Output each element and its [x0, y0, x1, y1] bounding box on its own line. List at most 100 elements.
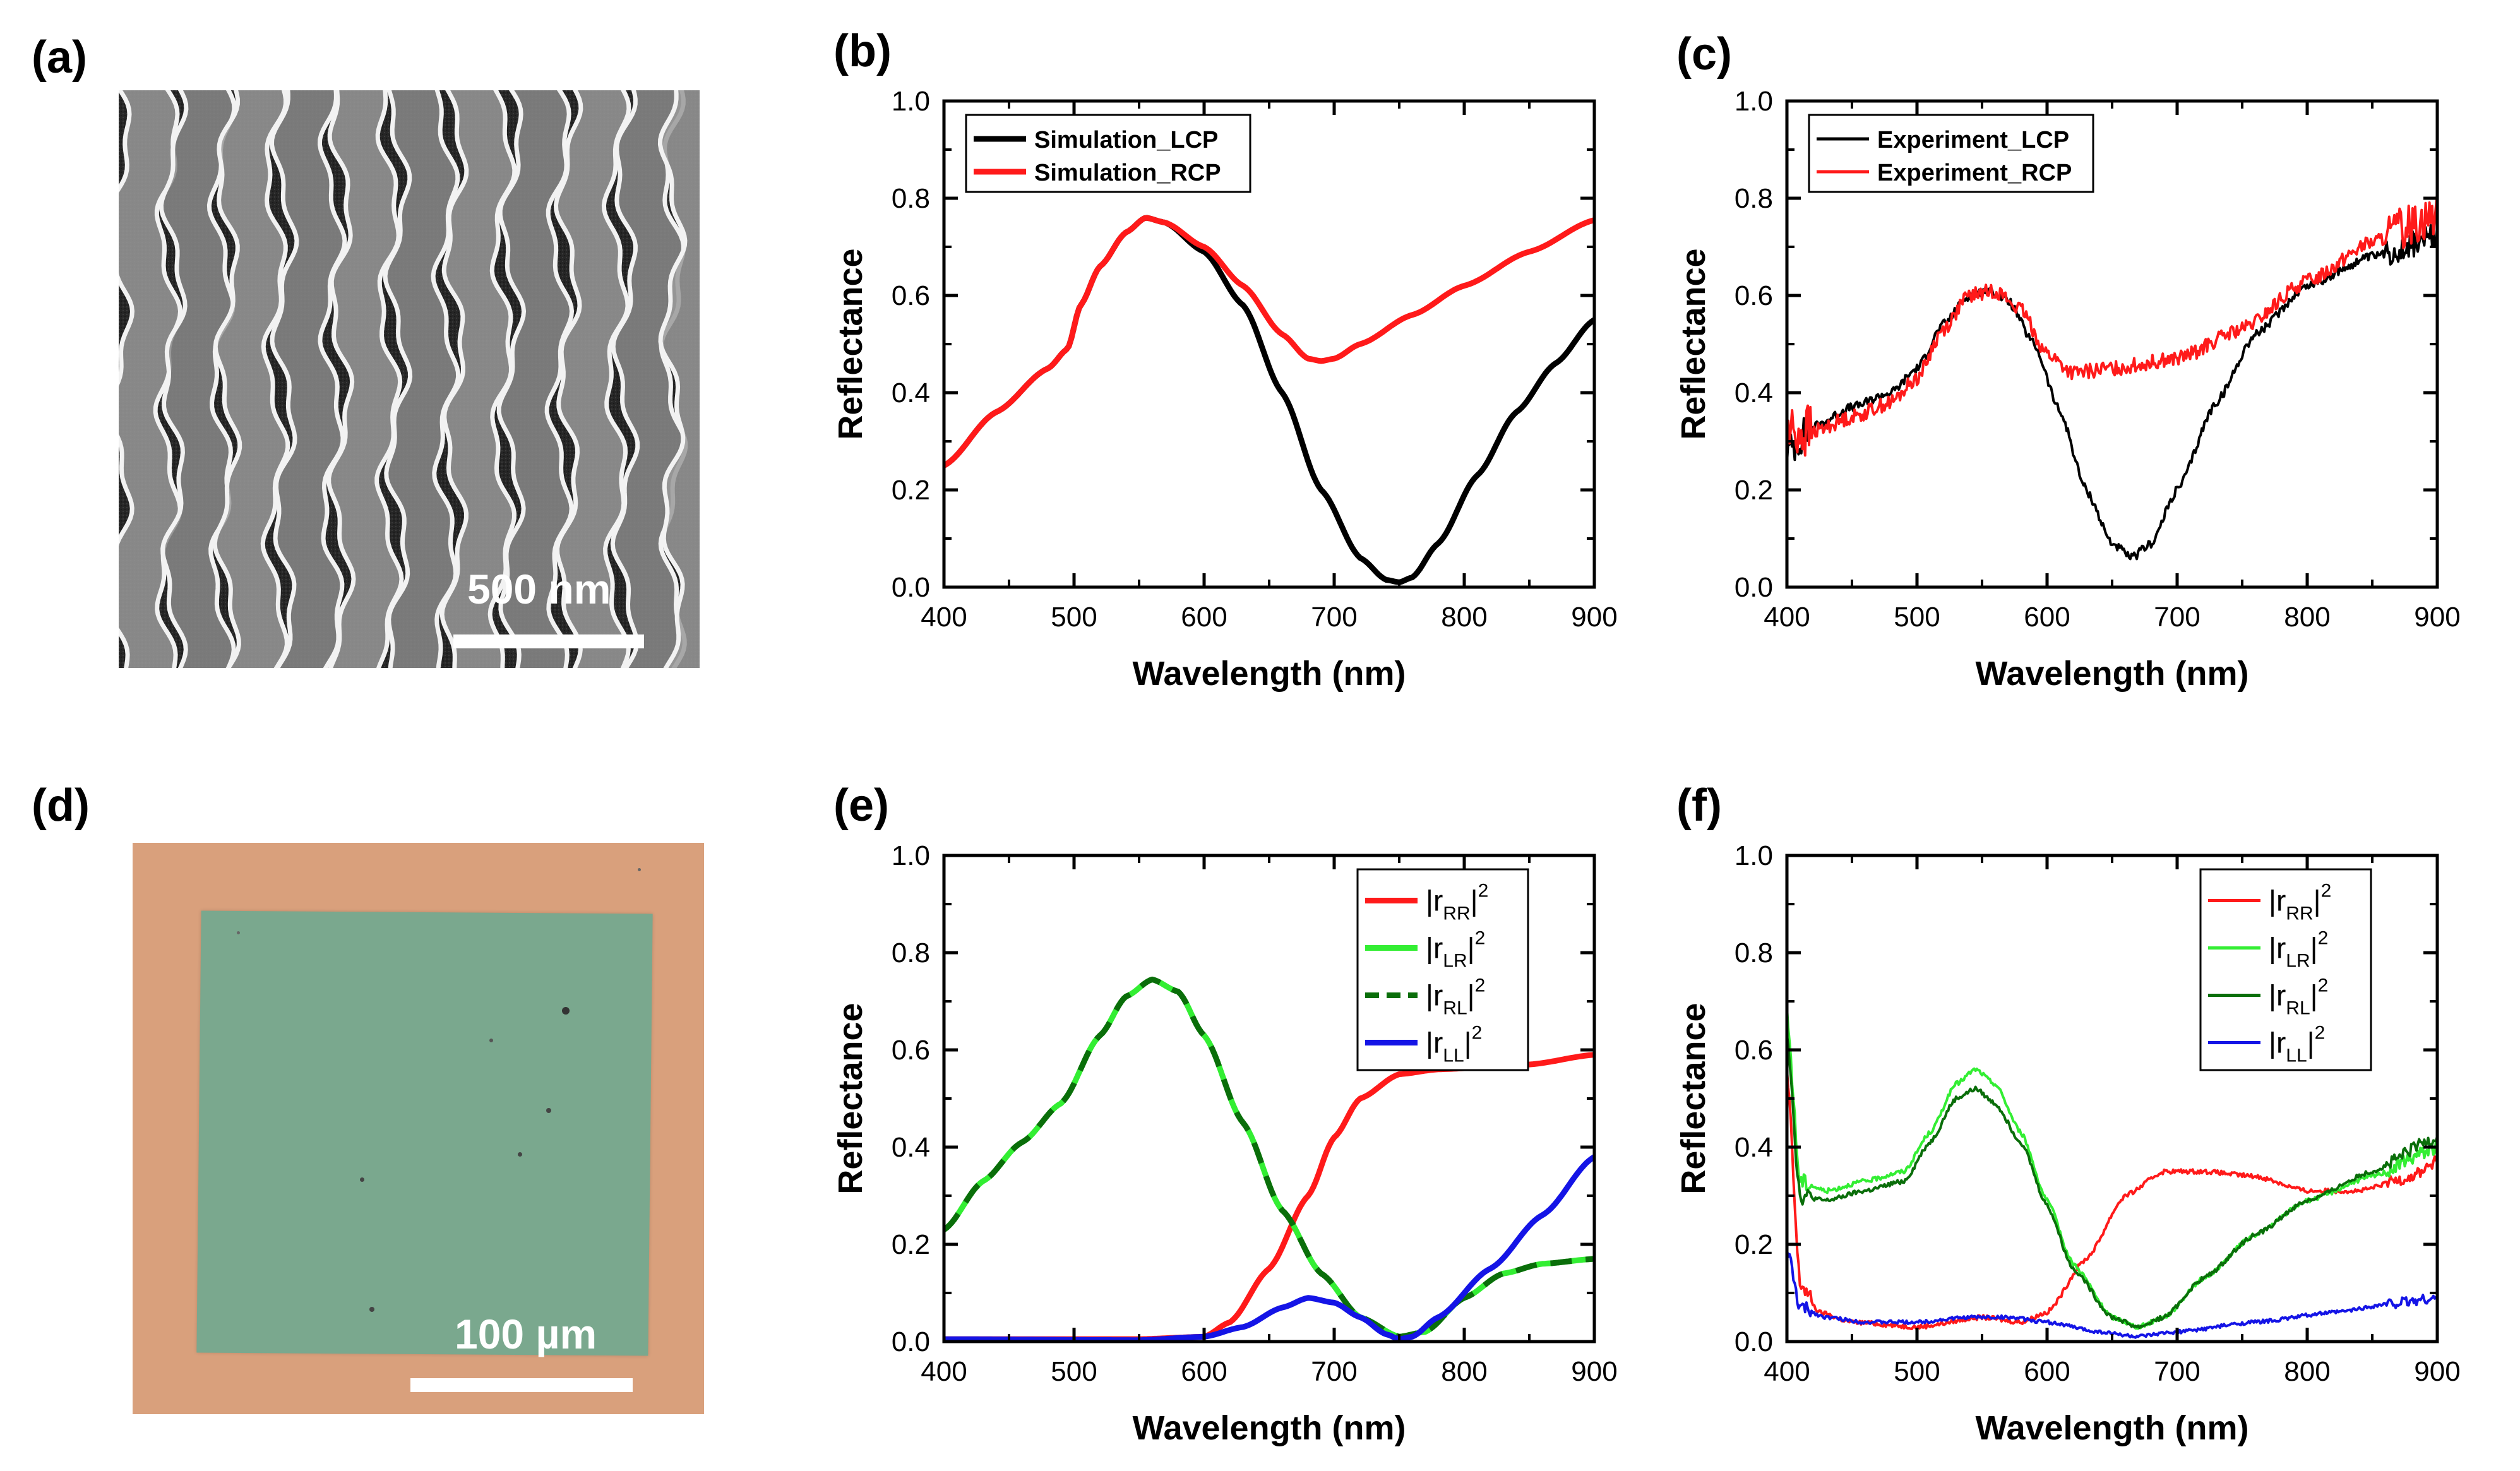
y-tick-label: 0.0 — [892, 1326, 930, 1357]
y-tick-label: 1.0 — [1735, 840, 1773, 871]
series-line-4 — [1787, 1249, 2437, 1339]
x-tick-label: 500 — [1894, 602, 1940, 633]
plot-area — [1787, 1008, 2437, 1339]
sem-stripe-edge — [496, 90, 527, 668]
sem-stripe-edge — [260, 90, 290, 668]
legend-label: |rLL|2 — [1426, 1023, 1482, 1066]
legend-label: |rRR|2 — [2269, 881, 2331, 924]
sem-stripe — [612, 90, 686, 668]
sem-stripe — [385, 90, 458, 668]
y-axis-label: Reflectance — [832, 1003, 869, 1194]
x-tick-label: 600 — [1181, 602, 1227, 633]
chart-c: 400 500 600 700 800 900 0.0 0.2 0.4 0.6 0.8 1.0 Wave… — [1675, 86, 2461, 693]
sem-stripe-edge — [383, 90, 413, 668]
y-tick-label: 1.0 — [892, 86, 930, 117]
sem-stripe-edge — [658, 90, 688, 668]
y-tick-label: 0.2 — [1735, 1229, 1773, 1260]
series-line-2 — [1787, 191, 2437, 457]
x-tick-label: 700 — [2154, 602, 2200, 633]
panel-label-c: (c) — [1676, 29, 1732, 80]
legend-label: |rLR|2 — [1426, 928, 1485, 972]
legend-label: |rLR|2 — [2269, 928, 2328, 972]
sem-stripe — [119, 90, 181, 668]
legend-label: Experiment_LCP — [1877, 127, 2069, 153]
x-tick-label: 700 — [2154, 1356, 2200, 1387]
sem-stripe-edge — [326, 90, 356, 668]
dust-speck — [518, 1152, 522, 1157]
legend: Simulation_LCP Simulation_RCP — [965, 114, 1251, 193]
y-tick-label: 0.4 — [892, 378, 930, 408]
x-tick-label: 800 — [1441, 1356, 1487, 1387]
x-tick-label: 800 — [2284, 1356, 2330, 1387]
x-tick-label: 700 — [1311, 1356, 1357, 1387]
sem-image: 500 nm — [119, 90, 700, 668]
legend-label: |rRL|2 — [1426, 975, 1485, 1019]
sem-stripe-edge — [553, 90, 583, 668]
sem-stripe-edge — [119, 90, 135, 668]
legend-label: Simulation_LCP — [1034, 127, 1218, 153]
dust-speck — [237, 931, 240, 934]
legend: |rRR|2|rLR|2|rRL|2|rLL|2 — [1356, 868, 1529, 1071]
legend-box — [2199, 868, 2372, 1071]
y-tick-label: 0.4 — [1735, 378, 1773, 408]
x-tick-label: 400 — [921, 1356, 967, 1387]
x-tick-label: 800 — [2284, 602, 2330, 633]
sem-scale-bar — [453, 634, 644, 648]
legend-label: Experiment_RCP — [1877, 160, 2072, 186]
x-tick-label: 500 — [1894, 1356, 1940, 1387]
x-tick-label: 900 — [2414, 602, 2460, 633]
sem-stripe — [272, 90, 345, 668]
y-tick-label: 0.6 — [1735, 1035, 1773, 1066]
series-line-2 — [944, 215, 1594, 468]
chart-f: 400 500 600 700 800 900 0.0 0.2 0.4 0.6 0.8 1.0 Wave… — [1675, 840, 2461, 1447]
dust-speck — [562, 1007, 570, 1015]
y-tick-label: 1.0 — [892, 840, 930, 871]
y-tick-label: 0.0 — [1735, 1326, 1773, 1357]
sem-scale-label: 500 nm — [467, 566, 611, 612]
x-tick-label: 600 — [2024, 602, 2070, 633]
y-tick-label: 0.4 — [1735, 1132, 1773, 1163]
x-axis-label: Wavelength (nm) — [1132, 1409, 1406, 1447]
x-tick-label: 700 — [1311, 602, 1357, 633]
x-tick-label: 400 — [1764, 602, 1810, 633]
x-tick-label: 900 — [2414, 1356, 2460, 1387]
legend: Experiment_LCP Experiment_RCP — [1808, 114, 2094, 193]
series-line-1 — [1787, 1070, 2437, 1330]
sem-stripe — [161, 90, 234, 668]
x-tick-label: 400 — [1764, 1356, 1810, 1387]
panel-label-d: (d) — [32, 780, 90, 831]
x-tick-label: 400 — [921, 602, 967, 633]
y-axis-label: Reflectance — [1675, 1003, 1712, 1194]
metasurface-sample — [196, 910, 653, 1356]
legend-label: |rRR|2 — [1426, 881, 1488, 924]
chart-b: 400 500 600 700 800 900 0.0 0.2 0.4 0.6 0.8 1.0 Wave… — [832, 86, 1618, 693]
sem-stripe-edge — [439, 90, 469, 668]
panel-label-e: (e) — [833, 780, 889, 831]
series-line-1 — [944, 1052, 1594, 1342]
y-tick-label: 0.6 — [1735, 280, 1773, 311]
sem-stripe — [328, 90, 402, 668]
x-tick-label: 900 — [1571, 602, 1617, 633]
y-tick-label: 0.6 — [892, 1035, 930, 1066]
x-axis-label: Wavelength (nm) — [1975, 655, 2248, 693]
plot-area — [1787, 191, 2437, 561]
dust-speck — [360, 1177, 364, 1182]
dust-speck — [369, 1307, 374, 1312]
x-tick-label: 900 — [1571, 1356, 1617, 1387]
y-tick-label: 0.8 — [1735, 938, 1773, 968]
optical-image: 100 µm — [133, 843, 704, 1414]
sem-stripe-edge — [158, 90, 189, 668]
dust-speck — [489, 1039, 493, 1042]
x-tick-label: 500 — [1051, 1356, 1097, 1387]
y-tick-label: 0.0 — [1735, 572, 1773, 603]
series-line-1 — [1787, 224, 2437, 561]
x-tick-label: 600 — [1181, 1356, 1227, 1387]
dust-speck — [546, 1108, 551, 1113]
x-tick-label: 500 — [1051, 602, 1097, 633]
sem-stripe-edge — [317, 90, 347, 668]
panel-label-a: (a) — [32, 32, 87, 83]
y-tick-label: 0.8 — [1735, 183, 1773, 214]
optical-scale-bar — [410, 1378, 633, 1392]
x-tick-label: 600 — [2024, 1356, 2070, 1387]
x-axis-label: Wavelength (nm) — [1975, 1409, 2248, 1447]
